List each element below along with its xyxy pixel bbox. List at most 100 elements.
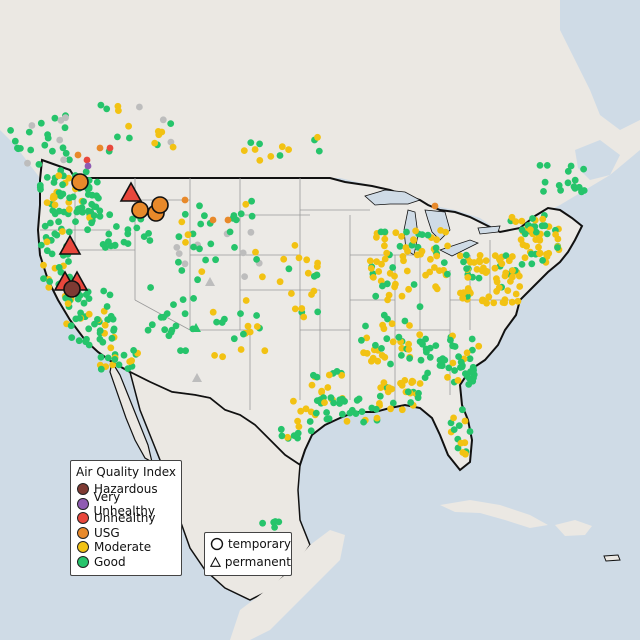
monitor-marker (490, 299, 498, 307)
monitor-marker (426, 353, 434, 361)
permanent-monitor-marker (191, 323, 201, 332)
unhealthy-swatch-icon (77, 512, 89, 525)
legend-label: Hazardous (94, 482, 158, 497)
temporary-label: temporary (227, 536, 291, 551)
monitor-marker (278, 432, 286, 440)
monitor-marker (244, 322, 252, 330)
monitor-marker (538, 222, 546, 230)
monitor-marker (306, 418, 314, 425)
monitor-marker (518, 217, 526, 225)
monitor-marker (539, 215, 547, 223)
monitor-marker (130, 347, 138, 354)
monitor-marker (277, 425, 285, 433)
monitor-marker (459, 294, 467, 302)
monitor-marker (90, 212, 98, 219)
monitor-marker (226, 228, 234, 236)
usg-swatch-icon (77, 526, 89, 539)
monitor-marker (463, 349, 471, 357)
circle-icon (210, 537, 224, 550)
monitor-marker (307, 427, 315, 435)
monitor-marker (414, 394, 422, 402)
monitor-marker (285, 265, 293, 273)
monitor-marker (388, 320, 396, 328)
monitor-marker (405, 340, 412, 348)
monitor-marker (43, 174, 51, 181)
monitor-marker (28, 122, 36, 129)
monitor-marker (502, 269, 510, 277)
temporary-monitor-marker (151, 196, 169, 214)
monitor-marker (416, 380, 424, 387)
monitor-marker (564, 167, 572, 175)
monitor-marker (96, 327, 104, 335)
monitor-marker (516, 283, 524, 290)
monitor-marker (25, 128, 33, 136)
monitor-marker (237, 346, 245, 353)
monitor-marker (444, 270, 451, 278)
monitor-marker (267, 153, 275, 160)
monitor-marker (462, 450, 469, 458)
monitor-marker (466, 375, 473, 382)
monitor-marker (398, 292, 406, 300)
monitor-marker (406, 355, 413, 362)
temporary-monitor-marker (71, 173, 89, 191)
monitor-marker (378, 260, 385, 268)
monitor-marker (80, 299, 88, 307)
monitor-marker (197, 220, 205, 228)
monitor-marker (144, 326, 152, 334)
permanent-label: permanent (224, 554, 291, 569)
monitor-marker (284, 433, 291, 441)
monitor-marker (540, 188, 547, 195)
monitor-marker (178, 267, 186, 274)
monitor-marker (291, 242, 299, 249)
monitor-marker (412, 227, 419, 235)
monitor-marker (313, 271, 321, 279)
permanent-monitor-marker (192, 373, 202, 382)
legend-item-hazardous: Hazardous (71, 482, 181, 497)
monitor-marker (431, 264, 438, 271)
monitor-marker (201, 212, 208, 220)
legend-label: Very Unhealthy (93, 489, 155, 518)
monitor-marker (521, 230, 529, 238)
monitor-marker (498, 260, 506, 268)
monitor-marker (219, 353, 227, 361)
monitor-marker (106, 291, 114, 299)
monitor-marker (297, 407, 305, 415)
monitor-marker (528, 250, 535, 258)
monitor-marker (181, 260, 189, 268)
monitor-marker (218, 319, 226, 326)
monitor-marker (462, 251, 470, 259)
monitor-marker (387, 405, 394, 413)
monitor-marker (96, 212, 104, 220)
monitor-marker (55, 218, 62, 226)
monitor-marker (327, 394, 335, 401)
monitor-marker (57, 117, 65, 124)
permanent-monitor-marker (119, 181, 143, 202)
monitor-marker (407, 399, 415, 406)
monitor-marker (68, 334, 76, 341)
monitor-marker (51, 201, 59, 209)
monitor-marker (432, 342, 440, 349)
monitor-marker (575, 183, 583, 191)
monitor-marker (298, 305, 306, 312)
monitor-marker (45, 283, 53, 291)
monitor-marker (367, 265, 375, 272)
monitor-marker (325, 371, 333, 379)
monitor-marker (518, 261, 526, 268)
monitor-marker (330, 399, 337, 407)
monitor-marker (41, 141, 49, 149)
monitor-marker (363, 334, 371, 342)
monitor-marker (403, 267, 411, 275)
monitor-marker (40, 275, 47, 282)
monitor-marker (181, 210, 189, 218)
monitor-marker (482, 257, 490, 264)
monitor-marker (43, 199, 51, 207)
monitor-marker (459, 406, 466, 414)
monitor-marker (196, 245, 203, 253)
monitor-marker (161, 326, 169, 334)
monitor-marker (527, 226, 534, 234)
monitor-marker (438, 362, 446, 370)
monitor-marker (450, 414, 457, 422)
monitor-marker (447, 336, 454, 344)
monitor-marker (370, 274, 377, 281)
legend-item-very-unhealthy: Very Unhealthy (71, 490, 181, 518)
